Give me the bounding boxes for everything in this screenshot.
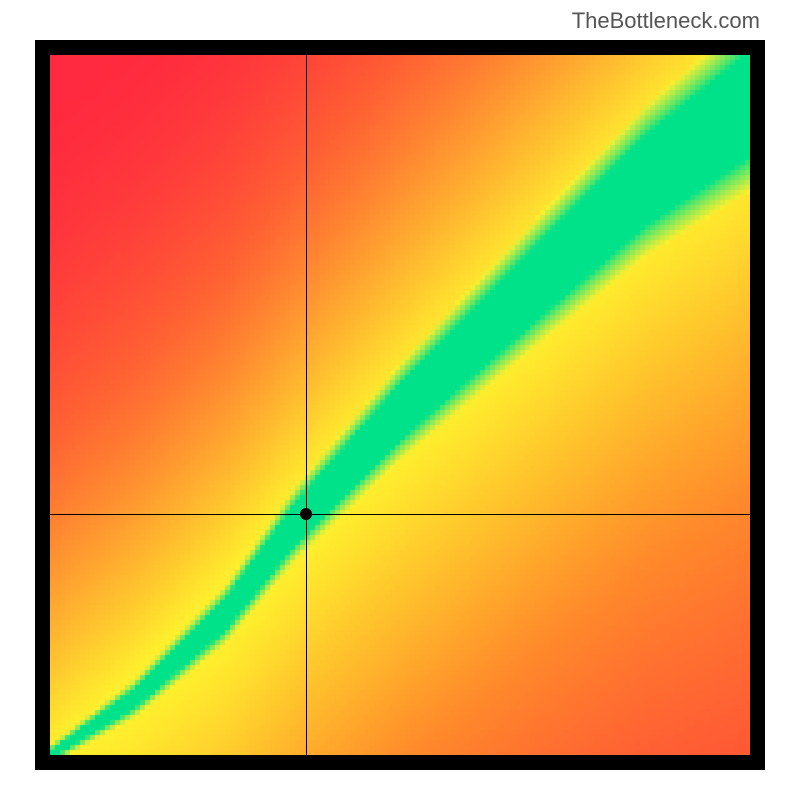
watermark-text: TheBottleneck.com <box>572 8 760 34</box>
heatmap-canvas <box>50 55 750 755</box>
crosshair-vertical <box>306 55 307 755</box>
crosshair-horizontal <box>50 514 750 515</box>
heatmap-plot <box>50 55 750 755</box>
chart-frame <box>35 40 765 770</box>
crosshair-marker <box>300 508 312 520</box>
